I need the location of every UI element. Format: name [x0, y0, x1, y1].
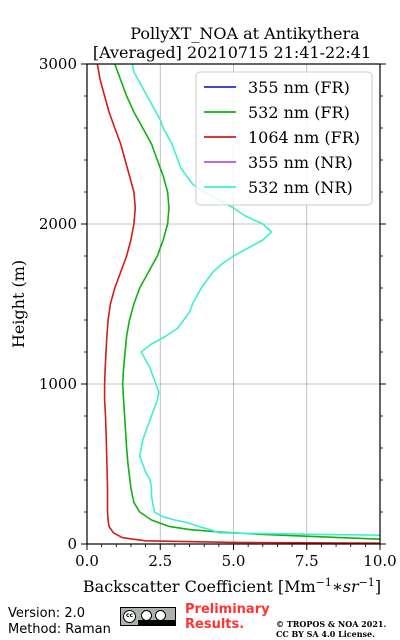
x-tick-label: 7.5 [295, 552, 319, 570]
series-line-532-nm-nr [131, 64, 380, 536]
legend-label-355-nm-nr: 355 nm (NR) [248, 153, 353, 172]
copyright-line-1: © TROPOS & NOA 2021. [276, 619, 387, 629]
y-tick-label: 0 [67, 535, 77, 553]
copyright-line-2: CC BY SA 4.0 License. [276, 629, 375, 639]
x-axis-label: Backscatter Coefficient [Mm−1∗sr−1] [83, 576, 381, 596]
preliminary-notice: Preliminary Results. [185, 602, 270, 632]
cc-logo-icon: cc [123, 610, 136, 623]
legend-label-355-nm-fr: 355 nm (FR) [248, 78, 350, 97]
prelim-line-2: Results. [185, 617, 245, 632]
legend-box [195, 71, 373, 206]
x-tick-label: 10.0 [363, 552, 396, 570]
chart-title: PollyXT_NOA at Antikythera [130, 24, 360, 43]
axis-ticks: 0.0 2.5 5.0 7.5 10.0 0 1000 2000 3000 [39, 55, 397, 570]
y-axis-label: Height (m) [9, 260, 28, 348]
y-tick-label: 3000 [39, 55, 77, 73]
prelim-line-1: Preliminary [185, 602, 270, 617]
series-lines [96, 64, 380, 544]
cc-license-badge: cc [120, 607, 176, 626]
x-tick-label: 0.0 [75, 552, 99, 570]
legend: 355 nm (FR) 532 nm (FR) 1064 nm (FR) 355 nm… [195, 71, 373, 206]
version-info: Version: 2.0 Method: Raman [8, 606, 111, 638]
copyright-notice: © TROPOS & NOA 2021. CC BY SA 4.0 Licens… [276, 619, 386, 639]
x-tick-label: 5.0 [222, 552, 246, 570]
method-text: Method: Raman [8, 622, 111, 637]
legend-label-1064-nm-fr: 1064 nm (FR) [248, 128, 360, 147]
y-tick-label: 1000 [39, 375, 77, 393]
version-text: Version: 2.0 [8, 606, 85, 621]
x-tick-label: 2.5 [148, 552, 172, 570]
chart-subtitle: [Averaged] 20210715 21:41-22:41 [93, 43, 371, 62]
series-line-1064-nm-fr [96, 64, 380, 544]
legend-label-532-nm-nr: 532 nm (NR) [248, 178, 353, 197]
y-tick-label: 2000 [39, 215, 77, 233]
series-line-532-nm-fr [114, 64, 380, 540]
badge-strip [138, 620, 175, 625]
legend-label-532-nm-fr: 532 nm (FR) [248, 103, 350, 122]
